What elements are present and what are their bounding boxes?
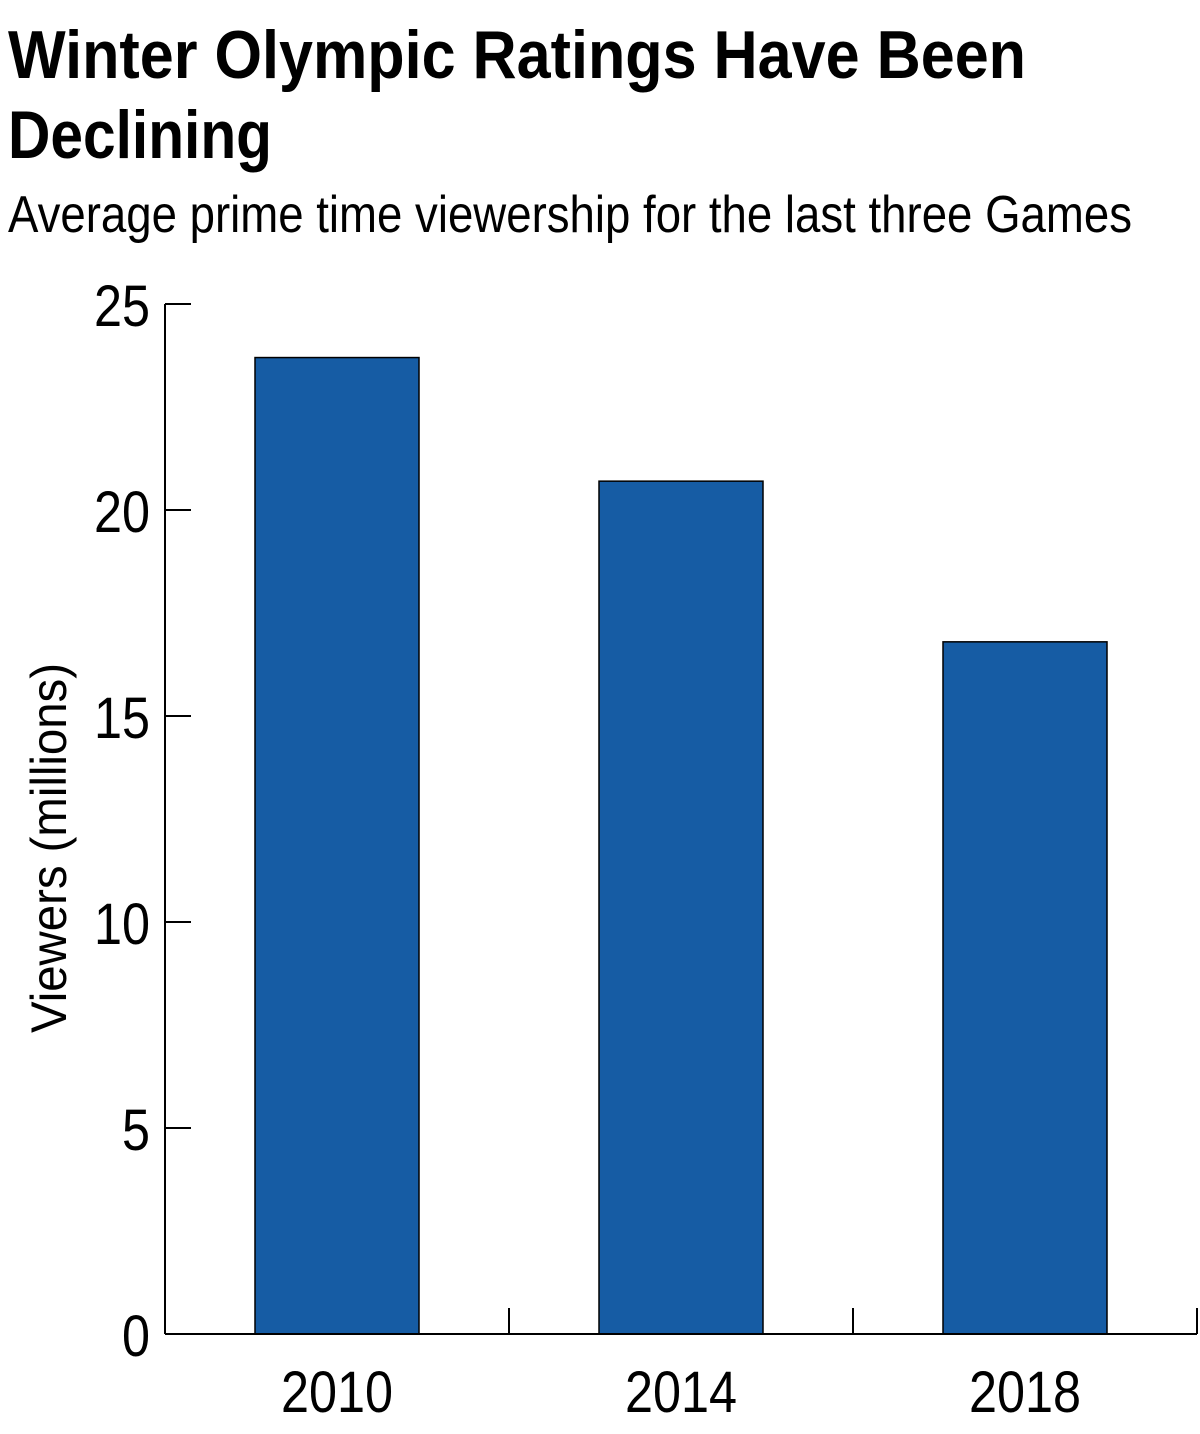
- y-tick-label: 25: [94, 274, 150, 339]
- y-tick-label: 0: [122, 1304, 150, 1369]
- y-tick-label: 15: [94, 686, 150, 751]
- bar-2010: [254, 356, 420, 1335]
- x-tick-label: 2018: [969, 1360, 1081, 1425]
- bar-2014: [598, 480, 764, 1335]
- chart-subtitle: Average prime time viewership for the la…: [8, 186, 1132, 244]
- x-tick-label: 2014: [625, 1360, 737, 1425]
- chart-title-line-1: Winter Olympic Ratings Have Been: [8, 17, 1026, 93]
- x-tick-label: 2010: [281, 1360, 393, 1425]
- y-axis-label: Viewers (millions): [21, 663, 77, 1033]
- bar-2018: [942, 641, 1108, 1335]
- chart-title-line-2: Declining: [8, 97, 272, 173]
- y-tick-label: 5: [122, 1098, 150, 1163]
- y-tick-label: 20: [94, 480, 150, 545]
- y-tick-label: 10: [94, 892, 150, 957]
